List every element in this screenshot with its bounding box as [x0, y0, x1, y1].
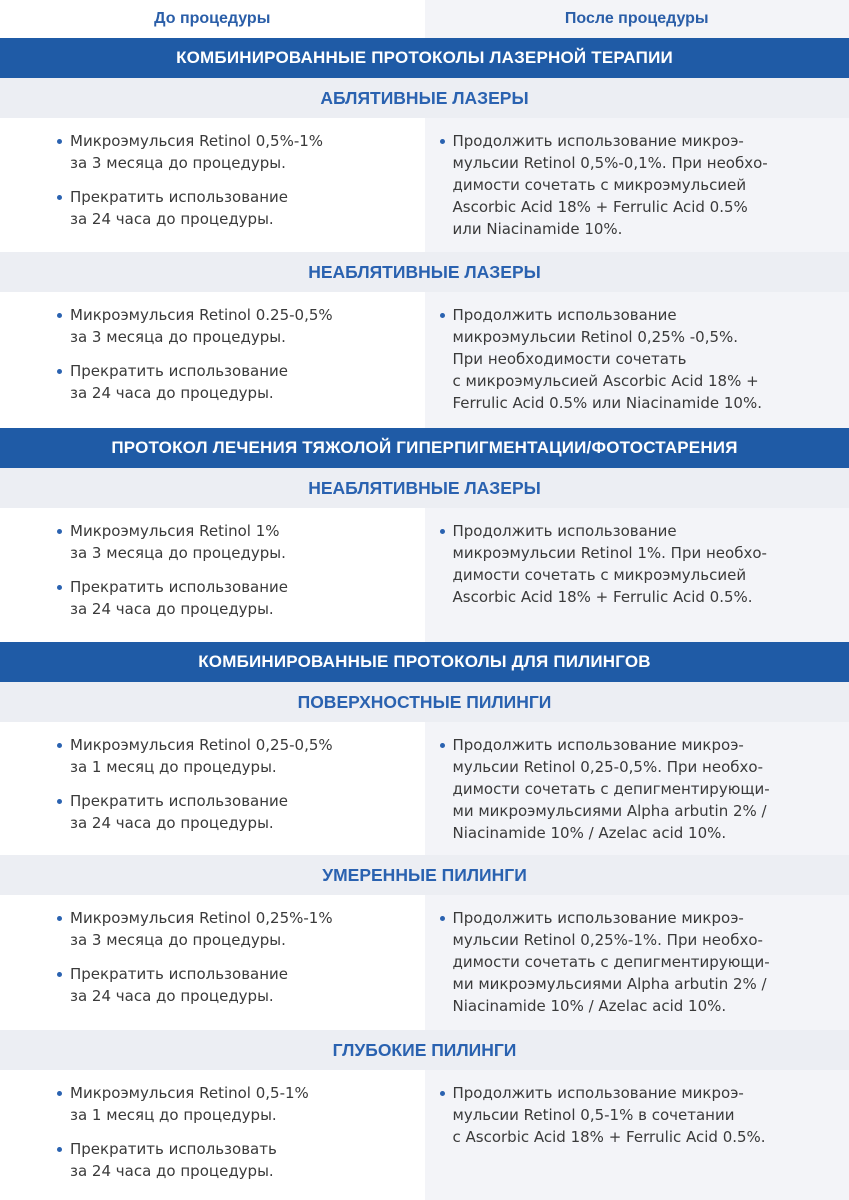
- list-item: Продолжить использование микроэ- мульсии…: [439, 130, 849, 240]
- list-item: Продолжить использование микроэ- мульсии…: [439, 907, 849, 1017]
- before-column: Микроэмульсия Retinol 1% за 3 месяца до …: [0, 508, 425, 642]
- protocol-row: Микроэмульсия Retinol 0,5%-1% за 3 месяц…: [0, 118, 849, 252]
- list-item: Микроэмульсия Retinol 0,5%-1% за 3 месяц…: [56, 130, 425, 174]
- group-subtitle: ГЛУБОКИЕ ПИЛИНГИ: [0, 1030, 849, 1070]
- list-item: Прекратить использование за 24 часа до п…: [56, 576, 425, 620]
- bullet-list: Продолжить использование микроэ- мульсии…: [439, 1082, 849, 1148]
- before-column: Микроэмульсия Retinol 0,5-1% за 1 месяц …: [0, 1070, 425, 1200]
- group-subtitle: АБЛЯТИВНЫЕ ЛАЗЕРЫ: [0, 78, 849, 118]
- bullet-list: Продолжить использование микроэмульсии R…: [439, 520, 849, 608]
- before-column: Микроэмульсия Retinol 0,5%-1% за 3 месяц…: [0, 118, 425, 252]
- section-title: ПРОТОКОЛ ЛЕЧЕНИЯ ТЯЖОЛОЙ ГИПЕРПИГМЕНТАЦИ…: [0, 428, 849, 468]
- list-item: Прекратить использование за 24 часа до п…: [56, 963, 425, 1007]
- column-headers: До процедуры После процедуры: [0, 0, 849, 38]
- bullet-list: Продолжить использование микроэ- мульсии…: [439, 130, 849, 240]
- before-column: Микроэмульсия Retinol 0,25-0,5% за 1 мес…: [0, 722, 425, 855]
- list-item: Микроэмульсия Retinol 0,5-1% за 1 месяц …: [56, 1082, 425, 1126]
- list-item: Прекратить использование за 24 часа до п…: [56, 360, 425, 404]
- bullet-list: Микроэмульсия Retinol 0,25%-1% за 3 меся…: [56, 907, 425, 1007]
- after-column: Продолжить использование микроэ- мульсии…: [424, 722, 849, 855]
- list-item: Прекратить использование за 24 часа до п…: [56, 790, 425, 834]
- bullet-list: Микроэмульсия Retinol 0,5-1% за 1 месяц …: [56, 1082, 425, 1182]
- bullet-list: Продолжить использование микроэмульсии R…: [439, 304, 849, 414]
- list-item: Продолжить использование микроэ- мульсии…: [439, 734, 849, 844]
- list-item: Микроэмульсия Retinol 0,25-0,5% за 1 мес…: [56, 734, 425, 778]
- list-item: Продолжить использование микроэмульсии R…: [439, 520, 849, 608]
- list-item: Микроэмульсия Retinol 0,25%-1% за 3 меся…: [56, 907, 425, 951]
- protocol-row: Микроэмульсия Retinol 1% за 3 месяца до …: [0, 508, 849, 642]
- before-column: Микроэмульсия Retinol 0,25%-1% за 3 меся…: [0, 895, 425, 1030]
- list-item: Прекратить использование за 24 часа до п…: [56, 186, 425, 230]
- section-title: КОМБИНИРОВАННЫЕ ПРОТОКОЛЫ ЛАЗЕРНОЙ ТЕРАП…: [0, 38, 849, 78]
- bullet-list: Микроэмульсия Retinol 0.25-0,5% за 3 мес…: [56, 304, 425, 404]
- protocol-row: Микроэмульсия Retinol 0.25-0,5% за 3 мес…: [0, 292, 849, 428]
- bullet-list: Микроэмульсия Retinol 0,5%-1% за 3 месяц…: [56, 130, 425, 230]
- after-column: Продолжить использование микроэ- мульсии…: [424, 1070, 849, 1200]
- list-item: Продолжить использование микроэмульсии R…: [439, 304, 849, 414]
- protocol-row: Микроэмульсия Retinol 0,5-1% за 1 месяц …: [0, 1070, 849, 1200]
- list-item: Продолжить использование микроэ- мульсии…: [439, 1082, 849, 1148]
- group-subtitle: УМЕРЕННЫЕ ПИЛИНГИ: [0, 855, 849, 895]
- protocol-row: Микроэмульсия Retinol 0,25%-1% за 3 меся…: [0, 895, 849, 1030]
- after-header: После процедуры: [424, 0, 849, 38]
- protocol-table: КОМБИНИРОВАННЫЕ ПРОТОКОЛЫ ЛАЗЕРНОЙ ТЕРАП…: [0, 38, 849, 1200]
- group-subtitle: ПОВЕРХНОСТНЫЕ ПИЛИНГИ: [0, 682, 849, 722]
- group-subtitle: НЕАБЛЯТИВНЫЕ ЛАЗЕРЫ: [0, 468, 849, 508]
- bullet-list: Продолжить использование микроэ- мульсии…: [439, 907, 849, 1017]
- before-header: До процедуры: [154, 10, 271, 27]
- list-item: Микроэмульсия Retinol 0.25-0,5% за 3 мес…: [56, 304, 425, 348]
- before-column: Микроэмульсия Retinol 0.25-0,5% за 3 мес…: [0, 292, 425, 428]
- bullet-list: Продолжить использование микроэ- мульсии…: [439, 734, 849, 844]
- list-item: Микроэмульсия Retinol 1% за 3 месяца до …: [56, 520, 425, 564]
- list-item: Прекратить использовать за 24 часа до пр…: [56, 1138, 425, 1182]
- after-column: Продолжить использование микроэмульсии R…: [424, 508, 849, 642]
- bullet-list: Микроэмульсия Retinol 0,25-0,5% за 1 мес…: [56, 734, 425, 834]
- group-subtitle: НЕАБЛЯТИВНЫЕ ЛАЗЕРЫ: [0, 252, 849, 292]
- after-column: Продолжить использование микроэ- мульсии…: [424, 895, 849, 1030]
- after-column: Продолжить использование микроэмульсии R…: [424, 292, 849, 428]
- section-title: КОМБИНИРОВАННЫЕ ПРОТОКОЛЫ ДЛЯ ПИЛИНГОВ: [0, 642, 849, 682]
- after-column: Продолжить использование микроэ- мульсии…: [424, 118, 849, 252]
- bullet-list: Микроэмульсия Retinol 1% за 3 месяца до …: [56, 520, 425, 620]
- protocol-row: Микроэмульсия Retinol 0,25-0,5% за 1 мес…: [0, 722, 849, 855]
